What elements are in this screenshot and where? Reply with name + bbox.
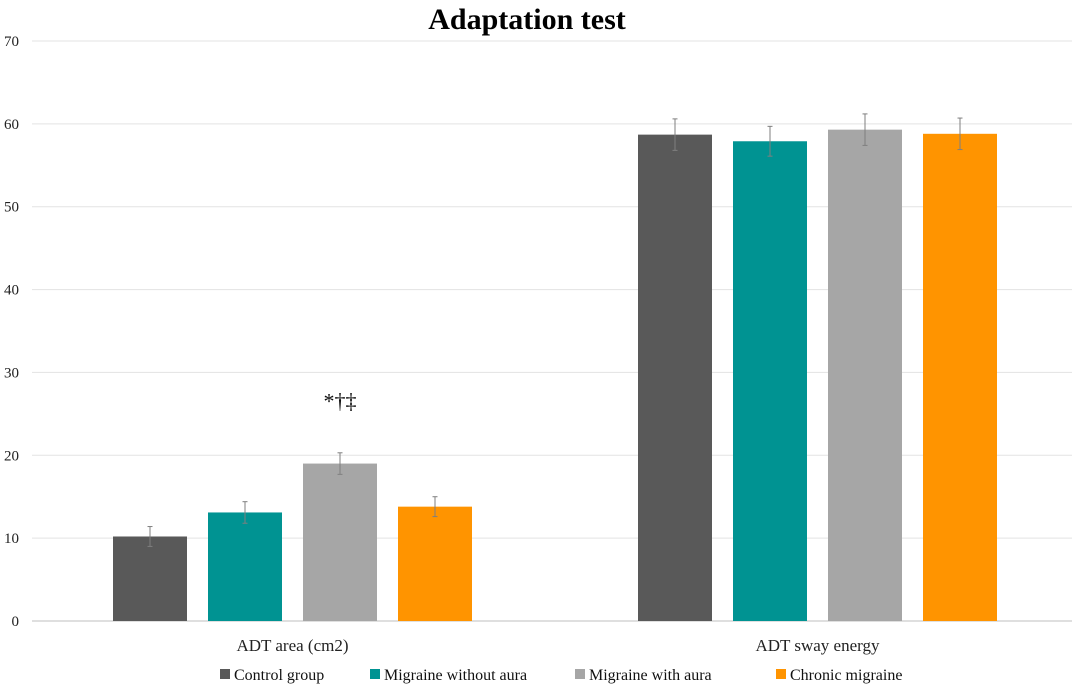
chart-title: Adaptation test	[428, 3, 626, 36]
bar-1-1	[733, 141, 807, 621]
bar-1-2	[828, 129, 902, 621]
legend-swatch	[220, 669, 230, 679]
y-tick-label: 30	[4, 365, 19, 381]
annotations: *†‡	[324, 388, 357, 413]
legend-label: Chronic migraine	[790, 667, 902, 684]
bar-1-3	[923, 133, 997, 622]
bars	[113, 113, 997, 622]
legend-swatch	[370, 669, 380, 679]
bar-0-3	[398, 506, 472, 621]
bar-0-2	[303, 463, 377, 621]
y-tick-label: 50	[4, 200, 19, 216]
legend-swatch	[575, 669, 585, 679]
y-tick-label: 10	[4, 531, 19, 547]
bar-1-0	[638, 134, 712, 621]
grid-lines	[32, 40, 1072, 622]
x-axis-categories: ADT area (cm2) ADT sway energy	[236, 636, 880, 655]
y-tick-label: 70	[4, 34, 19, 50]
legend: Control group Migraine without aura Migrai…	[220, 667, 902, 684]
category-label: ADT sway energy	[755, 636, 880, 655]
y-tick-label: 60	[4, 117, 19, 133]
bar-0-1	[208, 512, 282, 621]
category-label: ADT area (cm2)	[236, 636, 348, 655]
y-axis: 0 10 20 30 40 50 60 70	[4, 34, 19, 630]
bar-0-0	[113, 536, 187, 621]
y-tick-label: 40	[4, 283, 19, 299]
legend-label: Migraine with aura	[589, 667, 712, 684]
legend-label: Migraine without aura	[384, 667, 527, 684]
legend-label: Control group	[234, 667, 324, 684]
legend-swatch	[776, 669, 786, 679]
y-tick-label: 20	[4, 448, 19, 464]
significance-annotation: *†‡	[324, 388, 357, 413]
y-tick-label: 0	[12, 614, 20, 630]
